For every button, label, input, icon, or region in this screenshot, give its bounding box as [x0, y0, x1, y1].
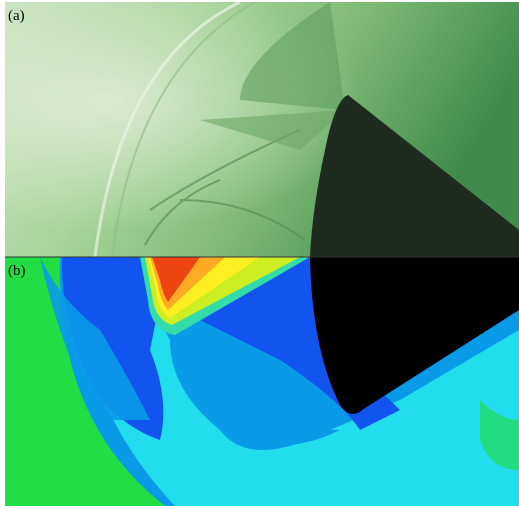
contour-green — [480, 400, 519, 470]
body — [310, 257, 519, 414]
panel-label: (a) — [8, 8, 25, 24]
schlieren-panel — [5, 2, 519, 257]
contour-mid — [40, 257, 150, 420]
shock-wave — [93, 2, 241, 257]
panel-label: (b) — [8, 263, 26, 279]
expansion — [200, 110, 345, 150]
cfd-panel — [5, 257, 519, 506]
shadow — [240, 2, 345, 110]
contour-mid — [240, 410, 340, 446]
contour-cyan — [75, 257, 519, 506]
contour-hot — [152, 257, 200, 302]
body — [310, 95, 519, 257]
shock-wave — [111, 2, 256, 257]
